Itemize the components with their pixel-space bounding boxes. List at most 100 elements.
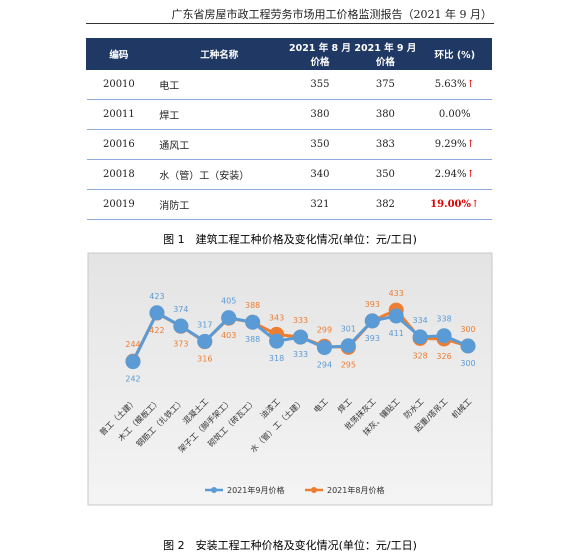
legend-marker [311, 487, 317, 493]
data-point [340, 338, 356, 354]
data-point [436, 328, 452, 344]
data-point [125, 354, 141, 370]
data-label: 338 [436, 315, 451, 324]
caption: 图 2 安装工程工种价格及变化情况(单位：元/工日) [163, 539, 417, 552]
caption: 图 1 建筑工程工种价格及变化情况(单位：元/工日) [163, 233, 417, 246]
data-label: 334 [413, 316, 428, 325]
data-label: 411 [389, 329, 404, 338]
table-cell: 382 [352, 189, 419, 220]
cell-text: 321 [310, 199, 330, 210]
table-cell: 20011 [86, 99, 152, 130]
data-label: 317 [197, 320, 212, 329]
column-header: 环比 (%) [417, 38, 493, 70]
cell-text: 382 [375, 199, 395, 210]
price-table: 编码 工种名称 2021 年 8 月价格 2021 年 9 月价格 环比 (%) 2001… [86, 38, 493, 220]
trend-arrow: ↑ [466, 139, 475, 150]
cell-text: 0.00% [438, 109, 471, 120]
table-cell: 340 [287, 159, 353, 190]
table-row: 20016 通风工 350 383 9.29%↑ [86, 129, 492, 160]
legend-label: 2021年9月价格 [227, 485, 284, 495]
data-label: 333 [293, 316, 308, 325]
table-cell: 水（管）工（安装） [151, 159, 288, 190]
data-label: 318 [269, 354, 284, 363]
cell-text: 5.63% [434, 79, 467, 90]
cell-text: 380 [310, 109, 330, 120]
table-cell: 355 [287, 69, 353, 100]
data-point [269, 333, 285, 349]
cell-text: 焊工 [159, 111, 180, 122]
data-point [149, 305, 165, 321]
header-rule [86, 23, 494, 24]
data-label: 343 [269, 313, 284, 322]
column-header: 工种名称 [150, 38, 288, 70]
data-label: 316 [197, 355, 212, 364]
table-cell: 消防工 [151, 189, 288, 220]
data-point [388, 308, 404, 324]
data-label: 388 [245, 301, 260, 310]
data-label: 393 [365, 334, 380, 343]
cell-text: 340 [310, 169, 330, 180]
table-cell: 380 [287, 99, 353, 130]
cell-text: 383 [375, 139, 395, 150]
legend-marker [211, 487, 217, 493]
cell-text: 水（管）工（安装） [159, 171, 250, 182]
data-label: 333 [293, 350, 308, 359]
data-label: 433 [389, 289, 404, 298]
table-cell: 375 [352, 69, 419, 100]
data-label: 244 [125, 340, 140, 349]
cell-text: 通风工 [159, 141, 190, 152]
data-point [173, 318, 189, 334]
table-cell: 电工 [151, 69, 288, 100]
header-title: 广东省房屋市政工程劳务市场用工价格监测报告（2021 年 9 月） [171, 8, 492, 21]
column-header: 2021 年 9 月价格 [352, 38, 419, 70]
data-label: 300 [460, 359, 475, 368]
table-cell: 19.00%↑ [418, 189, 492, 220]
cell-text: 电工 [159, 81, 180, 92]
data-label: 299 [317, 325, 332, 334]
data-point [460, 338, 476, 354]
table-cell: 5.63%↑ [418, 69, 492, 100]
cell-text: 350 [310, 139, 330, 150]
data-point [316, 340, 332, 356]
data-point [412, 329, 428, 345]
data-point [245, 314, 261, 330]
cell-text: 350 [375, 169, 395, 180]
data-label: 393 [365, 300, 380, 309]
data-label: 373 [173, 339, 188, 348]
data-label: 422 [149, 326, 164, 335]
data-label: 300 [460, 325, 475, 334]
data-label: 328 [413, 351, 428, 360]
table-cell: 20018 [86, 159, 152, 190]
data-label: 374 [173, 305, 188, 314]
legend-label: 2021年8月价格 [327, 485, 384, 495]
chart-frame [87, 252, 493, 506]
table-cell: 321 [287, 189, 353, 220]
data-label: 423 [149, 292, 164, 301]
data-point [197, 333, 213, 349]
table-cell: 380 [352, 99, 419, 130]
data-label: 301 [341, 325, 356, 334]
table-row: 20011 焊工 380 380 0.00% [86, 99, 492, 130]
data-point [364, 313, 380, 329]
cell-text: 20016 [102, 139, 135, 150]
data-label: 388 [245, 335, 260, 344]
cell-text: 2.94% [434, 169, 467, 180]
trend-arrow: ↑ [466, 169, 475, 180]
cell-text: 消防工 [159, 201, 190, 212]
data-point [221, 310, 237, 326]
table-cell: 350 [352, 159, 419, 190]
cell-text: 20011 [102, 109, 135, 120]
data-label: 326 [436, 352, 451, 361]
table-cell: 20019 [86, 189, 152, 220]
table-cell: 通风工 [151, 129, 288, 160]
cell-text: 20019 [102, 199, 135, 210]
data-label: 403 [221, 331, 236, 340]
column-header: 编码 [86, 38, 152, 70]
data-label: 294 [317, 361, 332, 370]
column-header: 2021 年 8 月价格 [286, 38, 354, 70]
cell-text: 19.00% [430, 199, 471, 210]
cell-text: 20010 [102, 79, 135, 90]
table-cell: 383 [352, 129, 419, 160]
